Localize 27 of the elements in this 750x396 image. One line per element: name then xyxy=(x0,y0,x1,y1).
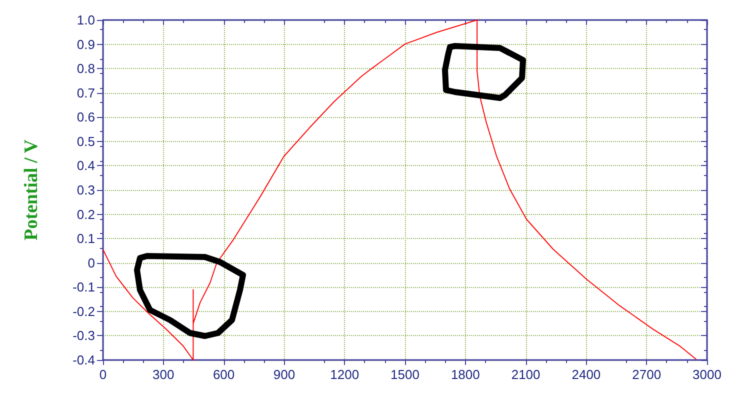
y-tick-label: 1.0 xyxy=(76,12,95,28)
x-tick-label: 2700 xyxy=(632,367,662,382)
x-tick-label: 1500 xyxy=(390,367,420,382)
y-tick-label: 0.2 xyxy=(76,206,95,222)
x-tick-label: 300 xyxy=(152,367,174,382)
y-tick-label: 0.3 xyxy=(76,182,95,198)
x-tick-label: 900 xyxy=(273,367,296,382)
y-tick-label: 0.8 xyxy=(76,61,95,76)
y-tick-label: 0 xyxy=(88,255,95,270)
y-tick-label: -0.2 xyxy=(72,304,95,319)
x-tick-label: 1800 xyxy=(450,367,480,382)
y-tick-label: 0.9 xyxy=(76,36,95,52)
y-tick-label: 0.4 xyxy=(76,158,95,174)
x-tick-label: 2100 xyxy=(511,367,540,382)
x-tick-label: 600 xyxy=(212,367,235,382)
y-tick-label: 0.1 xyxy=(76,231,95,246)
y-tick-label: 0.6 xyxy=(76,110,95,125)
x-tick-label: 3000 xyxy=(692,367,722,382)
y-tick-label: -0.4 xyxy=(72,352,95,368)
y-tick-label: -0.1 xyxy=(72,280,95,295)
x-tick-label: 2400 xyxy=(572,367,601,382)
y-axis-title: Potential / V xyxy=(21,139,42,240)
x-tick-label: 1200 xyxy=(330,367,360,382)
y-tick-label: 0.7 xyxy=(76,85,95,100)
y-tick-label: 0.5 xyxy=(76,134,95,149)
x-tick-label: 0 xyxy=(99,367,107,382)
y-tick-label: -0.3 xyxy=(72,328,95,344)
